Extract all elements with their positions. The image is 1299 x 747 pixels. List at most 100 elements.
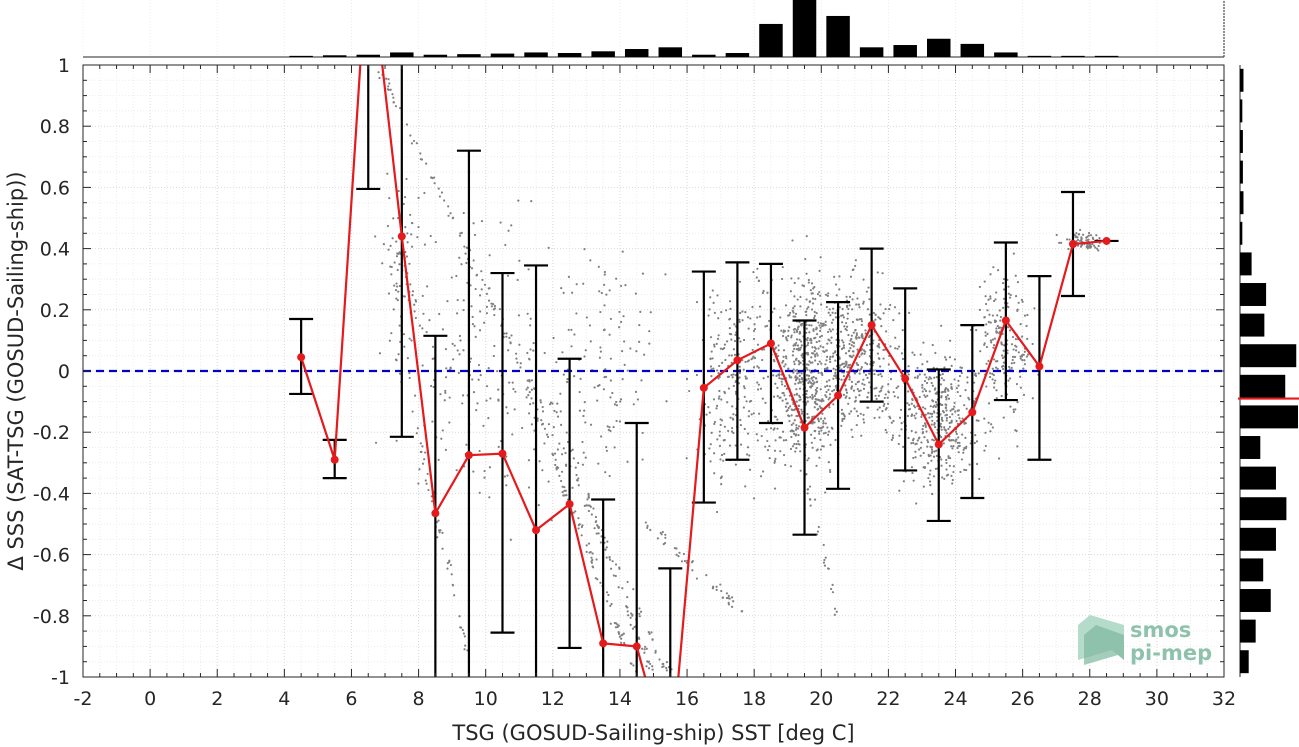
scatter-point — [800, 344, 803, 347]
scatter-point — [665, 669, 668, 672]
top-histogram-bar — [994, 52, 1018, 57]
scatter-point — [730, 605, 734, 608]
scatter-point — [460, 263, 463, 266]
scatter-point — [600, 291, 603, 295]
x-tick-labels: -2 0 2 4 6 8 10 12 14 16 18 20 22 24 26 28 30 32 — [74, 688, 1237, 710]
scatter-point — [541, 405, 544, 409]
right-histogram-bar — [1240, 589, 1271, 612]
scatter-point — [572, 457, 575, 460]
x-tick-label: 0 — [144, 688, 156, 710]
scatter-point — [744, 485, 747, 488]
scatter-point — [821, 398, 824, 401]
scatter-point — [507, 229, 510, 232]
scatter-point — [994, 379, 997, 382]
scatter-point — [649, 311, 652, 314]
scatter-point — [1092, 237, 1095, 241]
scatter-point — [727, 603, 730, 606]
scatter-point — [621, 250, 624, 253]
scatter-point — [575, 479, 579, 482]
scatter-point — [585, 316, 588, 319]
scatter-point — [647, 630, 650, 634]
scatter-point — [378, 352, 382, 355]
scatter-point — [766, 375, 770, 378]
scatter-point — [729, 307, 732, 310]
scatter-point — [948, 464, 951, 467]
scatter-point — [792, 315, 795, 318]
scatter-point — [806, 400, 809, 403]
scatter-point — [790, 336, 793, 339]
scatter-point — [398, 263, 401, 266]
scatter-point — [841, 321, 844, 324]
scatter-point — [539, 401, 543, 404]
scatter-point — [949, 339, 952, 342]
top-histogram-bar — [960, 43, 985, 57]
scatter-point — [794, 375, 797, 378]
scatter-point — [811, 446, 814, 449]
scatter-point — [959, 394, 962, 398]
scatter-point — [807, 278, 810, 282]
scatter-point — [527, 268, 530, 271]
scatter-point — [834, 283, 838, 286]
scatter-point — [824, 491, 827, 494]
scatter-point — [477, 363, 481, 367]
scatter-point — [855, 332, 858, 335]
scatter-point — [930, 423, 933, 426]
scatter-point — [942, 411, 946, 414]
scatter-point — [805, 389, 809, 392]
scatter-point — [1031, 397, 1034, 400]
scatter-point — [839, 364, 842, 367]
scatter-point — [901, 329, 904, 332]
top-histogram-bar — [1094, 55, 1119, 57]
scatter-point — [417, 196, 420, 199]
scatter-point — [933, 450, 936, 453]
scatter-point — [556, 402, 559, 405]
scatter-point — [487, 367, 490, 370]
scatter-point — [945, 396, 948, 399]
scatter-point — [461, 628, 464, 632]
scatter-point — [928, 376, 931, 379]
scatter-point — [823, 558, 826, 562]
scatter-point — [906, 414, 910, 418]
scatter-point — [558, 442, 561, 445]
scatter-point — [614, 574, 617, 578]
scatter-point — [589, 259, 592, 262]
scatter-point — [885, 431, 888, 434]
scatter-point — [381, 262, 384, 265]
scatter-point — [615, 419, 618, 423]
right-histogram-bar — [1240, 619, 1256, 643]
scatter-point — [864, 329, 867, 332]
scatter-point — [388, 339, 391, 342]
scatter-point — [985, 385, 988, 388]
scatter-point — [966, 376, 969, 379]
scatter-point — [790, 277, 793, 280]
scatter-point — [665, 400, 668, 403]
scatter-point — [807, 457, 810, 460]
scatter-point — [799, 295, 802, 299]
scatter-point — [800, 412, 803, 415]
scatter-point — [426, 472, 429, 476]
x-tick-label: 2 — [211, 688, 223, 710]
scatter-point — [849, 410, 853, 413]
scatter-point — [549, 401, 553, 404]
scatter-point — [910, 466, 914, 469]
scatter-point — [865, 290, 869, 293]
scatter-point — [650, 631, 653, 634]
scatter-point — [825, 305, 828, 309]
right-histogram-bar — [1240, 436, 1261, 459]
scatter-point — [933, 421, 936, 425]
scatter-point — [1019, 375, 1022, 378]
scatter-point — [960, 458, 964, 461]
scatter-point — [742, 406, 745, 409]
scatter-point — [1021, 300, 1024, 303]
scatter-point — [860, 318, 863, 321]
scatter-point — [541, 410, 545, 413]
scatter-point — [811, 361, 814, 364]
top-histogram-bar — [624, 49, 649, 57]
scatter-point — [621, 587, 624, 590]
scatter-point — [783, 365, 786, 368]
right-histogram-bar — [1240, 252, 1252, 276]
scatter-point — [449, 563, 453, 567]
scatter-point — [749, 317, 752, 320]
scatter-point — [450, 573, 453, 576]
scatter-point — [448, 560, 451, 564]
